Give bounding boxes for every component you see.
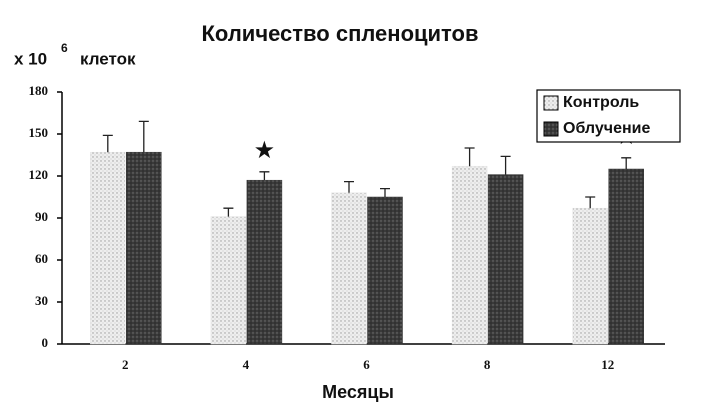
bar xyxy=(572,207,608,345)
x-tick-label: 4 xyxy=(243,357,250,372)
error-bar xyxy=(464,147,475,167)
x-tick-label: 8 xyxy=(484,357,491,372)
legend-label: Облучение xyxy=(563,120,650,137)
y-tick-label: 90 xyxy=(35,209,48,224)
error-bar xyxy=(585,196,596,209)
y-tick-label: 180 xyxy=(29,83,49,98)
error-bar xyxy=(259,171,270,181)
error-bar xyxy=(380,187,390,197)
error-bar xyxy=(344,180,354,193)
x-axis-label: Месяцы xyxy=(322,382,394,402)
error-bar xyxy=(138,120,149,153)
x-tick-label: 2 xyxy=(122,357,129,372)
y-tick-label: 120 xyxy=(29,167,49,182)
significance-marker: ★ xyxy=(254,137,276,164)
chart-title: Количество спленоцитов xyxy=(202,21,479,46)
y-tick-label: 150 xyxy=(29,125,49,140)
bar xyxy=(331,192,367,345)
y-axis-label-unit: клеток xyxy=(80,49,136,68)
y-axis-label-exponent: 6 xyxy=(61,41,68,55)
bar xyxy=(367,196,403,345)
y-tick-label: 30 xyxy=(35,293,48,308)
legend-box xyxy=(536,89,681,143)
bar xyxy=(210,216,247,345)
bar xyxy=(487,174,524,345)
bar xyxy=(126,151,162,345)
legend-swatch xyxy=(543,95,559,111)
legend-label: Контроль xyxy=(563,94,639,111)
x-tick-label: 6 xyxy=(363,357,370,372)
bar xyxy=(608,168,644,345)
legend-swatch xyxy=(543,121,559,137)
bar xyxy=(451,165,488,345)
error-bar xyxy=(102,134,113,153)
bar xyxy=(90,151,126,345)
y-tick-label: 0 xyxy=(42,335,49,350)
error-bar xyxy=(500,155,511,175)
error-bar xyxy=(621,157,632,169)
y-axis-label: x 10 xyxy=(14,49,47,68)
x-tick-label: 12 xyxy=(601,357,614,372)
y-tick-label: 60 xyxy=(35,251,48,266)
bar xyxy=(246,179,283,345)
error-bar xyxy=(223,207,234,217)
